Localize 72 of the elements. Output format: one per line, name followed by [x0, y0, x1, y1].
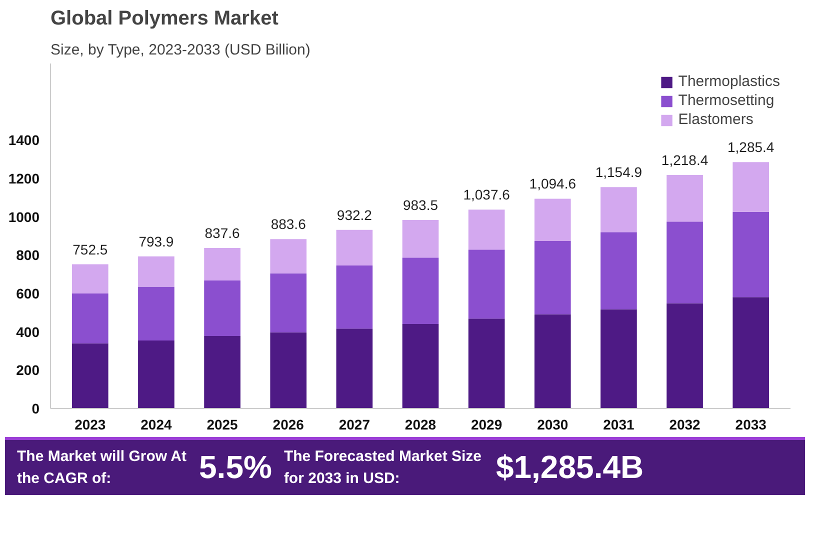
bar	[534, 314, 571, 408]
bar	[732, 162, 770, 212]
bar	[72, 294, 108, 344]
total-label: 983.5	[402, 196, 438, 213]
bar	[72, 264, 108, 294]
total-label: 1,094.6	[529, 176, 576, 192]
total-label: 1,218.4	[661, 152, 708, 168]
bar	[138, 340, 174, 408]
bar	[732, 297, 770, 408]
bar	[336, 328, 373, 408]
x-tick-label: 2027	[338, 416, 370, 432]
total-label: 1,154.9	[595, 164, 642, 180]
x-tick-label: 2033	[735, 416, 767, 432]
legend-label: Thermoplastics	[678, 73, 780, 90]
total-label: 932.2	[336, 206, 372, 223]
bar	[138, 256, 174, 287]
bar	[468, 250, 505, 319]
bar	[336, 230, 373, 266]
bar	[600, 187, 637, 232]
bar	[336, 266, 373, 329]
bar	[204, 280, 240, 336]
x-tick-label: 2032	[669, 416, 701, 432]
bar	[468, 318, 505, 408]
bar	[666, 303, 703, 408]
text: $1,285.4B	[496, 448, 644, 487]
bar	[270, 332, 307, 408]
bar	[732, 212, 770, 298]
bar	[402, 324, 439, 408]
text: The Market will Grow At the CAGR of:	[17, 447, 187, 488]
bar	[270, 273, 307, 332]
bar	[666, 174, 703, 222]
y-tick-label: 800	[16, 247, 40, 264]
bar	[534, 240, 571, 314]
x-tick-label: 2031	[603, 416, 634, 432]
bar	[402, 220, 439, 258]
total-label: 1,285.4	[728, 139, 774, 156]
y-tick-label: 0	[32, 400, 40, 416]
y-tick-label: 600	[16, 286, 40, 302]
text: 5.5%	[199, 448, 272, 487]
y-tick-label: 400	[16, 324, 40, 340]
text: The Forecasted Market Size for 2033 in USD:	[284, 447, 483, 488]
x-tick-label: 2023	[74, 416, 106, 432]
x-tick-label: 2030	[537, 416, 568, 432]
legend-label: Elastomers	[678, 111, 754, 128]
y-tick-label: 1400	[8, 132, 40, 148]
bar	[600, 309, 637, 408]
bar	[270, 239, 307, 274]
bar	[402, 258, 439, 324]
x-tick-label: 2028	[404, 416, 436, 432]
total-label: 752.5	[72, 241, 108, 258]
bar	[72, 343, 108, 408]
total-label: 793.9	[138, 233, 174, 250]
bar	[204, 248, 240, 280]
y-tick-label: 200	[16, 362, 40, 378]
y-tick-label: 1000	[8, 208, 40, 225]
x-tick-label: 2026	[272, 416, 304, 432]
bar	[534, 198, 571, 241]
bar	[204, 336, 240, 408]
total-label: 1,037.6	[463, 186, 510, 203]
legend-label: Thermosetting	[678, 92, 774, 109]
x-tick-label: 2024	[140, 416, 172, 432]
total-label: 883.6	[270, 216, 306, 232]
y-tick-label: 1200	[8, 170, 40, 186]
x-tick-label: 2029	[471, 416, 502, 432]
total-label: 837.6	[204, 224, 240, 241]
bar	[600, 232, 637, 310]
bar	[138, 286, 174, 340]
x-tick-label: 2025	[206, 416, 238, 432]
chart-title: Global Polymers Market	[50, 8, 279, 30]
bar	[468, 210, 505, 250]
bar	[666, 222, 703, 304]
chart-subtitle: Size, by Type, 2023-2033 (USD Billion)	[50, 42, 310, 58]
